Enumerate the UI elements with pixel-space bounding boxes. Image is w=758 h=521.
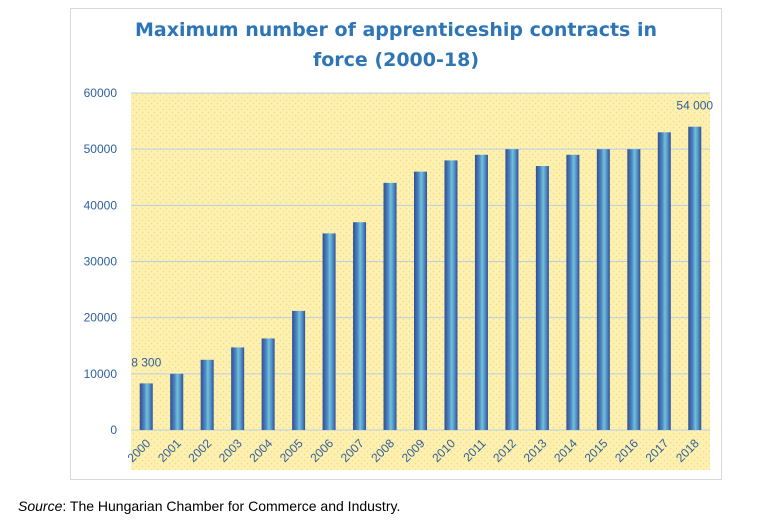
y-tick-label: 30000 xyxy=(84,255,118,269)
source-note: Source: The Hungarian Chamber for Commer… xyxy=(18,498,400,514)
data-label: 8 300 xyxy=(131,355,161,369)
y-tick-label: 10000 xyxy=(84,367,118,381)
y-tick-label: 60000 xyxy=(84,86,118,100)
bar xyxy=(566,154,580,431)
category-axis-band xyxy=(131,430,710,470)
bar xyxy=(444,160,458,430)
bar xyxy=(505,149,519,430)
chart-title-line-1: Maximum number of apprenticeship contrac… xyxy=(134,19,658,41)
bar xyxy=(322,233,336,430)
bar xyxy=(139,383,153,430)
bar xyxy=(261,338,275,430)
y-tick-label: 50000 xyxy=(84,142,118,156)
y-tick-label: 20000 xyxy=(84,311,118,325)
bar xyxy=(414,171,427,430)
bar xyxy=(231,347,245,430)
bar xyxy=(353,222,367,430)
data-label: 54 000 xyxy=(676,99,713,113)
bar xyxy=(292,310,306,430)
chart-title-line-2: force (2000-18) xyxy=(312,49,480,71)
bar xyxy=(383,182,397,430)
chart-title: Maximum number of apprenticeship contrac… xyxy=(71,15,721,75)
source-text: : The Hungarian Chamber for Commerce and… xyxy=(62,498,401,514)
y-tick-label: 40000 xyxy=(84,198,118,212)
bar xyxy=(535,166,549,430)
bar xyxy=(474,154,488,431)
bar xyxy=(170,373,184,430)
bar xyxy=(596,149,610,430)
bar xyxy=(688,126,702,430)
y-tick-label: 0 xyxy=(110,423,117,437)
source-prefix: Source xyxy=(18,498,63,514)
bar xyxy=(200,359,214,430)
bar xyxy=(627,149,641,430)
bar xyxy=(657,132,671,431)
